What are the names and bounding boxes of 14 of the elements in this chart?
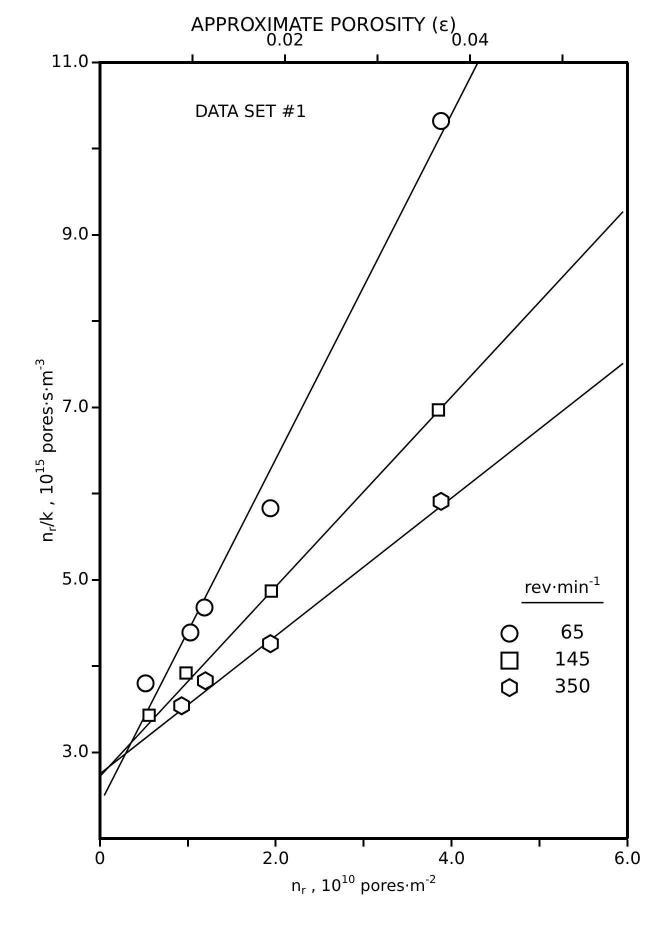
legend-label: 145 [554,648,591,671]
x-tick-label: 0 [94,849,106,870]
y-tick-label: 7.0 [62,396,89,417]
y-tick-label: 9.0 [62,224,89,244]
legend-label: 350 [554,676,591,698]
x-tick-label: 4.0 [438,849,466,870]
y-tick-label: 11.0 [50,52,89,72]
y-tick-label: 5.0 [62,569,89,590]
legend-label: 65 [560,622,585,644]
y-tick-label: 3.0 [62,742,89,762]
annotation: DATA SET #1 [194,102,306,122]
y-axis-title: nr/k , 1015 pores·s·m-3 [33,358,59,542]
x-tick-label: 2.0 [262,849,290,870]
x-tick-label: 6.0 [614,849,642,870]
